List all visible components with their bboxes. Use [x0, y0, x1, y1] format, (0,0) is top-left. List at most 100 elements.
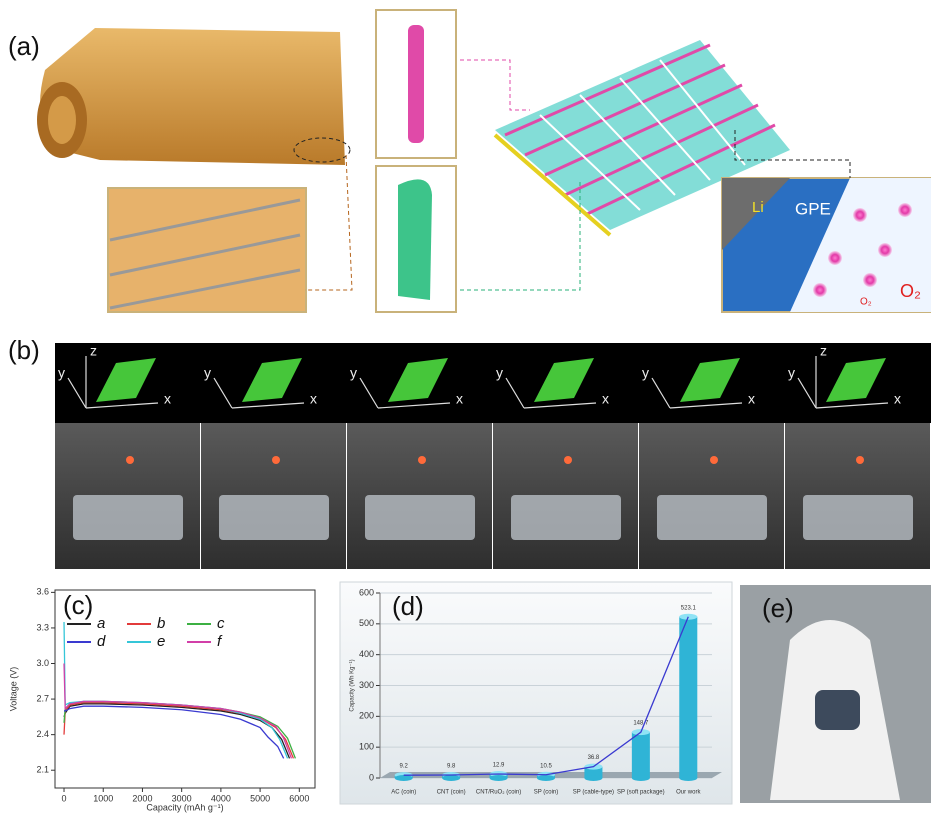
bar-base: [394, 775, 413, 781]
battery-pad: [73, 495, 183, 540]
x-tick-label: 3000: [172, 793, 192, 803]
battery-pad: [219, 495, 329, 540]
led: [126, 456, 134, 464]
x-tick-label: CNT (coin): [437, 790, 466, 796]
x-tick-label: 5000: [250, 793, 270, 803]
shape: [534, 358, 594, 402]
y-tick-label: 2.7: [36, 693, 49, 703]
x-tick-label: CNT/RuO₂ (coin): [476, 790, 521, 796]
axis-arrow: [359, 377, 379, 409]
fiber: [408, 25, 424, 143]
line: [63, 703, 291, 759]
led: [710, 456, 718, 464]
y-tick-label: 3.3: [36, 622, 49, 632]
y-tick-label: 500: [359, 618, 374, 628]
inset-text: Li: [752, 199, 764, 216]
value-label: 9.2: [400, 764, 409, 770]
x-tick-label: SP (cable-type): [573, 790, 614, 796]
axis-arrow: [523, 402, 597, 409]
legend-label: b: [157, 615, 165, 632]
x-tick-label: SP (coin): [534, 790, 559, 796]
y-tick-label: 200: [359, 711, 374, 721]
panel-label: (d): [392, 591, 424, 621]
axis-letter: y: [350, 365, 357, 381]
led: [418, 456, 426, 464]
axis-letter: y: [642, 365, 649, 381]
battery-pad: [803, 495, 913, 540]
axis-letter: x: [748, 391, 755, 407]
trend-line: [403, 616, 689, 776]
legend-label: f: [217, 633, 223, 650]
led: [856, 456, 864, 464]
legend-label: e: [157, 633, 165, 650]
x-tick-label: 4000: [211, 793, 231, 803]
axis-letter: y: [58, 365, 65, 381]
axis-arrow: [231, 402, 305, 409]
bamboo-scroll: [37, 28, 345, 165]
axis-letter: x: [164, 391, 171, 407]
axis-letter: x: [602, 391, 609, 407]
bar: [584, 766, 603, 778]
panel-label: (c): [63, 590, 93, 620]
y-tick-label: 600: [359, 587, 374, 597]
shape: [96, 358, 156, 402]
value-label: 12.9: [493, 763, 505, 769]
bar-base: [489, 775, 508, 781]
y-tick-label: 3.6: [36, 587, 49, 597]
led: [564, 456, 572, 464]
y-tick-label: 0: [369, 772, 374, 782]
x-axis-label: Capacity (mAh g⁻¹): [146, 802, 223, 812]
inset-text: GPE: [795, 199, 831, 218]
woven-battery: [493, 40, 790, 237]
y-tick-label: 3.0: [36, 658, 49, 668]
value-label: 36.8: [588, 755, 600, 761]
axis-arrow: [797, 377, 817, 409]
chart-background: [339, 581, 733, 805]
axis-arrow: [815, 402, 889, 409]
y-tick-label: 2.1: [36, 765, 49, 775]
panel-label: (b): [8, 335, 40, 365]
bar-base: [679, 775, 698, 781]
battery-pad: [657, 495, 767, 540]
axis-letter: y: [788, 365, 795, 381]
inset-slats: [109, 198, 301, 310]
axis-letter: y: [496, 365, 503, 381]
bar-base: [536, 775, 556, 781]
y-tick-label: 400: [359, 649, 374, 659]
plot-frame: [54, 589, 316, 789]
shape: [388, 358, 448, 402]
y-tick-label: 300: [359, 680, 374, 690]
axis-arrow: [67, 377, 87, 409]
shape: [826, 358, 886, 402]
axis-letter: y: [204, 365, 211, 381]
axis-arrow: [651, 377, 671, 409]
legend-label: c: [217, 615, 225, 632]
legend-label: d: [97, 633, 106, 650]
value-label: 9.8: [447, 764, 456, 770]
connector: [734, 130, 851, 178]
li-layer: [722, 178, 790, 250]
battery-pad: [511, 495, 621, 540]
line: [63, 701, 295, 759]
axis-letter: z: [90, 343, 97, 359]
x-tick-label: 2000: [132, 793, 152, 803]
bar-base: [442, 775, 461, 781]
x-tick-label: Our work: [676, 790, 701, 796]
gas-label: O₂: [900, 281, 921, 301]
y-axis-label: Capacity (Wh Kg⁻¹): [350, 659, 356, 711]
axis-letter: x: [310, 391, 317, 407]
line: [64, 705, 285, 759]
axis-letter: z: [820, 343, 827, 359]
panel-label: (a): [8, 31, 40, 61]
panel-label: (e): [762, 593, 794, 623]
bar: [631, 732, 650, 778]
bar: [679, 616, 698, 778]
axis-letter: x: [894, 391, 901, 407]
electrode: [398, 179, 432, 300]
axis-arrow: [505, 377, 525, 409]
value-label: 523.1: [681, 605, 697, 611]
y-tick-label: 100: [359, 742, 374, 752]
air-region: [790, 178, 931, 312]
axis-arrow: [213, 377, 233, 409]
